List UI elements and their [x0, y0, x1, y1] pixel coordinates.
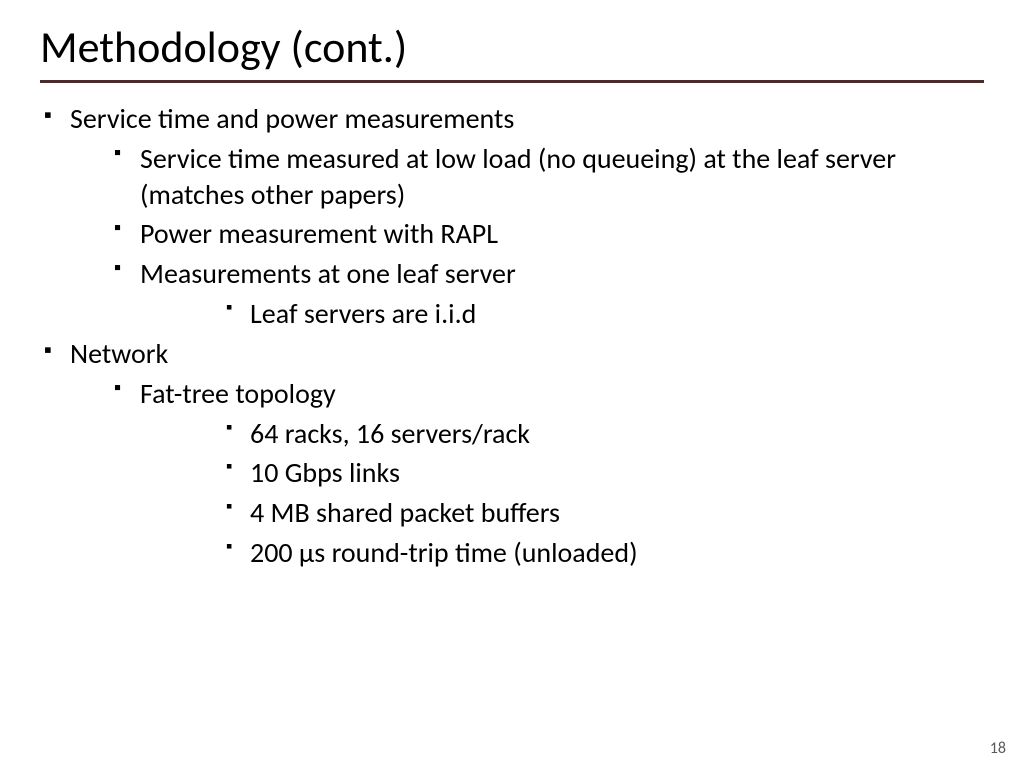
- bullet-l3: 10 Gbps links: [140, 455, 984, 491]
- bullet-l2: Power measurement with RAPL: [70, 216, 984, 252]
- bullet-l2: Fat-tree topology 64 racks, 16 servers/r…: [70, 376, 984, 571]
- bullet-list: Service time and power measurements Serv…: [40, 101, 984, 571]
- bullet-text: 4 MB shared packet buffers: [250, 495, 560, 530]
- bullet-text: Service time and power measurements: [70, 101, 514, 136]
- bullet-text: Measurements at one leaf server: [140, 256, 516, 291]
- bullet-subsublist: Leaf servers are i.i.d: [140, 296, 984, 332]
- bullet-text: Network: [70, 336, 168, 371]
- bullet-sublist: Fat-tree topology 64 racks, 16 servers/r…: [70, 376, 984, 571]
- bullet-sublist: Service time measured at low load (no qu…: [70, 141, 984, 332]
- bullet-l3: 200 μs round-trip time (unloaded): [140, 535, 984, 571]
- bullet-text: 10 Gbps links: [250, 455, 400, 490]
- bullet-text: Service time measured at low load (no qu…: [140, 141, 896, 212]
- bullet-l2: Measurements at one leaf server Leaf ser…: [70, 256, 984, 332]
- slide-title: Methodology (cont.): [40, 20, 984, 74]
- bullet-subsublist: 64 racks, 16 servers/rack 10 Gbps links …: [140, 416, 984, 571]
- bullet-text: Leaf servers are i.i.d: [250, 296, 476, 331]
- bullet-l1: Network Fat-tree topology 64 racks, 16 s…: [40, 336, 984, 571]
- bullet-text: Power measurement with RAPL: [140, 216, 498, 251]
- bullet-l1: Service time and power measurements Serv…: [40, 101, 984, 332]
- bullet-text: 200 μs round-trip time (unloaded): [250, 535, 638, 570]
- bullet-text: 64 racks, 16 servers/rack: [250, 416, 530, 451]
- bullet-l2: Service time measured at low load (no qu…: [70, 141, 984, 213]
- bullet-l3: 4 MB shared packet buffers: [140, 495, 984, 531]
- slide: Methodology (cont.) Service time and pow…: [0, 0, 1024, 768]
- bullet-l3: Leaf servers are i.i.d: [140, 296, 984, 332]
- page-number: 18: [990, 739, 1006, 758]
- bullet-l3: 64 racks, 16 servers/rack: [140, 416, 984, 452]
- bullet-text: Fat-tree topology: [140, 376, 336, 411]
- title-rule: [40, 80, 984, 83]
